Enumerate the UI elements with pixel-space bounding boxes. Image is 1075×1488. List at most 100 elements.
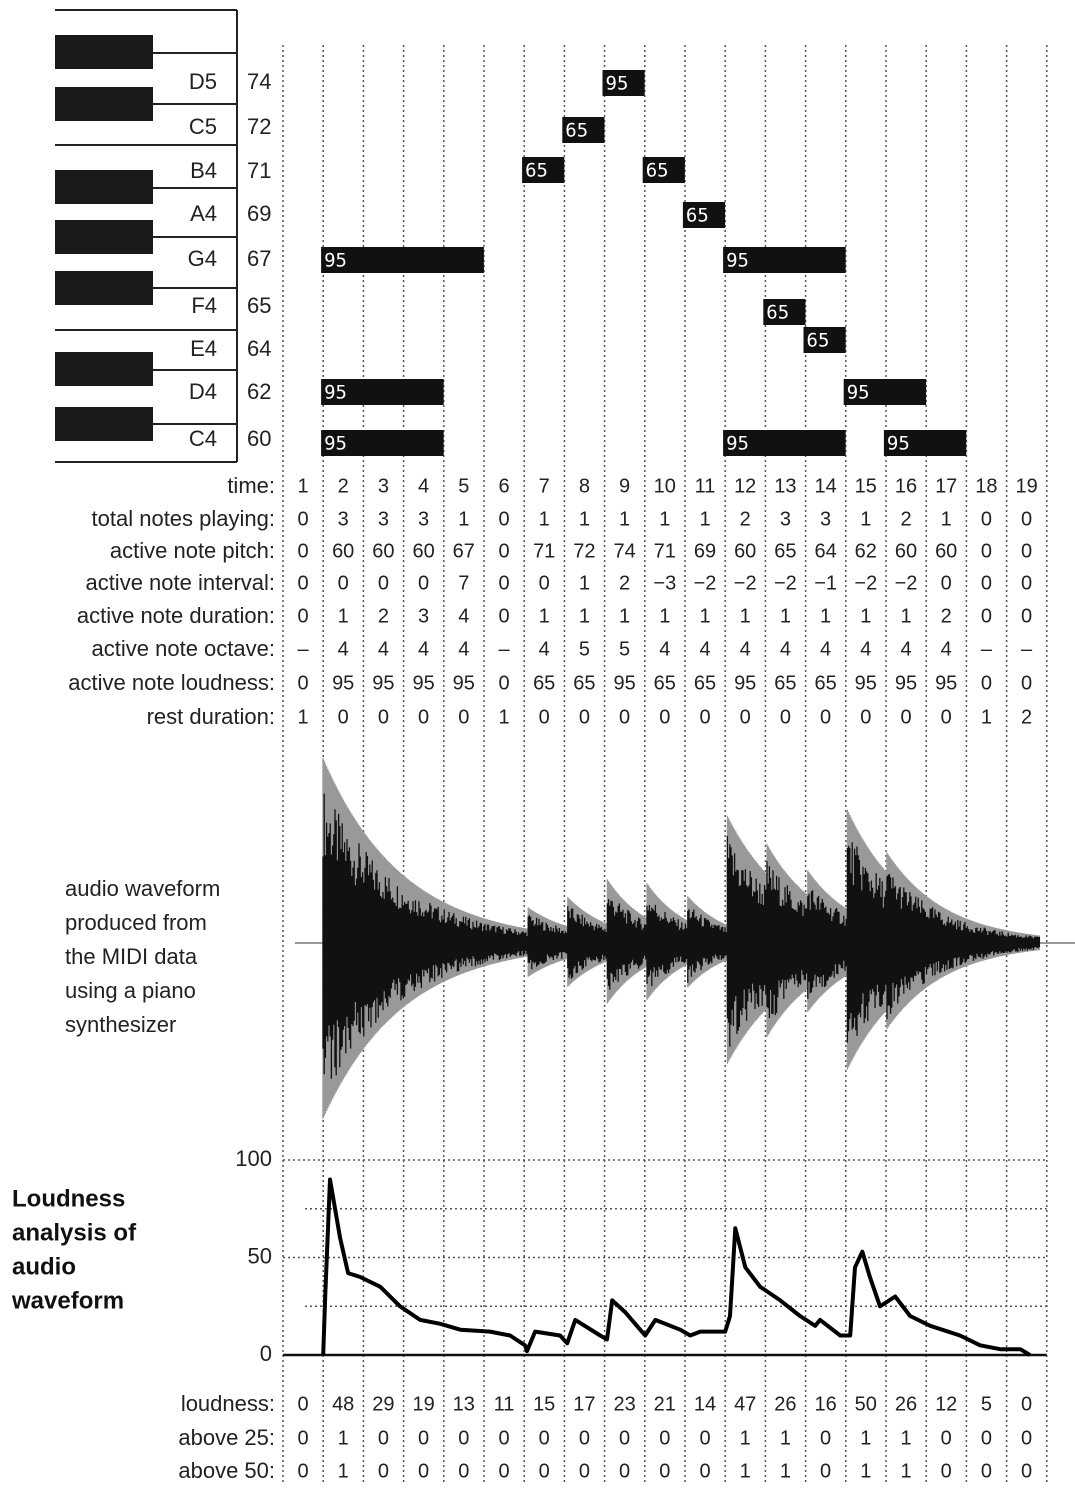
cell-value: 0 [297,540,308,562]
cell-value: 1 [579,508,590,530]
cell-value: 3 [378,508,389,530]
cell-value: 4 [418,638,429,660]
cell-value: 0 [579,706,590,728]
cell-value: 64 [814,540,836,562]
cell-value: 0 [498,572,509,594]
chart-title: Loudness [12,1185,125,1212]
cell-value: 13 [453,1393,475,1415]
cell-value: 0 [458,706,469,728]
row-label: active note duration: [77,603,275,628]
chart-title: audio [12,1253,76,1280]
cell-value: 4 [860,638,871,660]
cell-value: 65 [774,540,796,562]
cell-value: 95 [613,672,635,694]
note-name: D5 [189,69,217,94]
cell-value: 0 [378,1427,389,1449]
cell-value: 4 [820,638,831,660]
cell-value: 60 [935,540,957,562]
cell-value: 0 [539,1427,550,1449]
cell-value: −2 [694,572,717,594]
row-label: total notes playing: [92,506,275,531]
cell-value: 0 [619,706,630,728]
cell-value: 2 [941,605,952,627]
note-pitch: 72 [247,114,271,139]
cell-value: 8 [579,475,590,497]
note-velocity: 65 [686,205,709,227]
cell-value: 12 [734,475,756,497]
cell-value: 65 [694,672,716,694]
row-label: above 50: [178,1458,275,1483]
cell-value: 1 [900,605,911,627]
note-name: A4 [190,201,217,226]
cell-value: 0 [780,706,791,728]
cell-value: 0 [418,572,429,594]
cell-value: 60 [412,540,434,562]
figure: D574C572B471A469G467F465E464D462C4609595… [0,0,1075,1488]
cell-value: 1 [740,1460,751,1482]
cell-value: 1 [860,1460,871,1482]
cell-value: 71 [654,540,676,562]
cell-value: 6 [498,475,509,497]
cell-value: 1 [780,1427,791,1449]
cell-value: 95 [372,672,394,694]
cell-value: 0 [941,1460,952,1482]
cell-value: 1 [820,605,831,627]
cell-value: 0 [981,1460,992,1482]
cell-value: 50 [855,1393,877,1415]
waveform-caption: produced from [65,910,207,935]
cell-value: 0 [981,672,992,694]
cell-value: 1 [941,508,952,530]
cell-value: 16 [814,1393,836,1415]
cell-value: 65 [774,672,796,694]
cell-value: 60 [332,540,354,562]
cell-value: 1 [498,706,509,728]
cell-value: 9 [619,475,630,497]
cell-value: 95 [453,672,475,694]
cell-value: 2 [338,475,349,497]
cell-value: 4 [780,638,791,660]
cell-value: 1 [619,605,630,627]
cell-value: 1 [579,572,590,594]
note-velocity: 95 [887,433,910,455]
note-pitch: 64 [247,336,271,361]
cell-value: 0 [659,706,670,728]
cell-value: 1 [740,605,751,627]
cell-value: 3 [378,475,389,497]
note-velocity: 95 [324,250,347,272]
cell-value: 1 [740,1427,751,1449]
cell-value: 0 [498,540,509,562]
cell-value: 0 [1021,508,1032,530]
cell-value: 4 [378,638,389,660]
note-name: C4 [189,426,217,451]
cell-value: 65 [533,672,555,694]
cell-value: 26 [895,1393,917,1415]
cell-value: 0 [820,1427,831,1449]
cell-value: −2 [895,572,918,594]
note-velocity: 65 [525,160,548,182]
cell-value: 71 [533,540,555,562]
cell-value: 3 [820,508,831,530]
cell-value: 1 [659,508,670,530]
cell-value: 1 [860,605,871,627]
cell-value: 0 [458,1427,469,1449]
cell-value: 5 [458,475,469,497]
note-pitch: 65 [247,293,271,318]
cell-value: 0 [900,706,911,728]
cell-value: 0 [860,706,871,728]
cell-value: 72 [573,540,595,562]
cell-value: 0 [981,540,992,562]
cell-value: 16 [895,475,917,497]
cell-value: 1 [860,1427,871,1449]
cell-value: −3 [653,572,676,594]
note-pitch: 71 [247,158,271,183]
cell-value: 17 [573,1393,595,1415]
waveform-caption: audio waveform [65,876,220,901]
cell-value: −2 [854,572,877,594]
note-velocity: 95 [726,433,749,455]
cell-value: 4 [338,638,349,660]
cell-value: 1 [579,605,590,627]
cell-value: 1 [780,1460,791,1482]
cell-value: 1 [900,1460,911,1482]
cell-value: 7 [539,475,550,497]
